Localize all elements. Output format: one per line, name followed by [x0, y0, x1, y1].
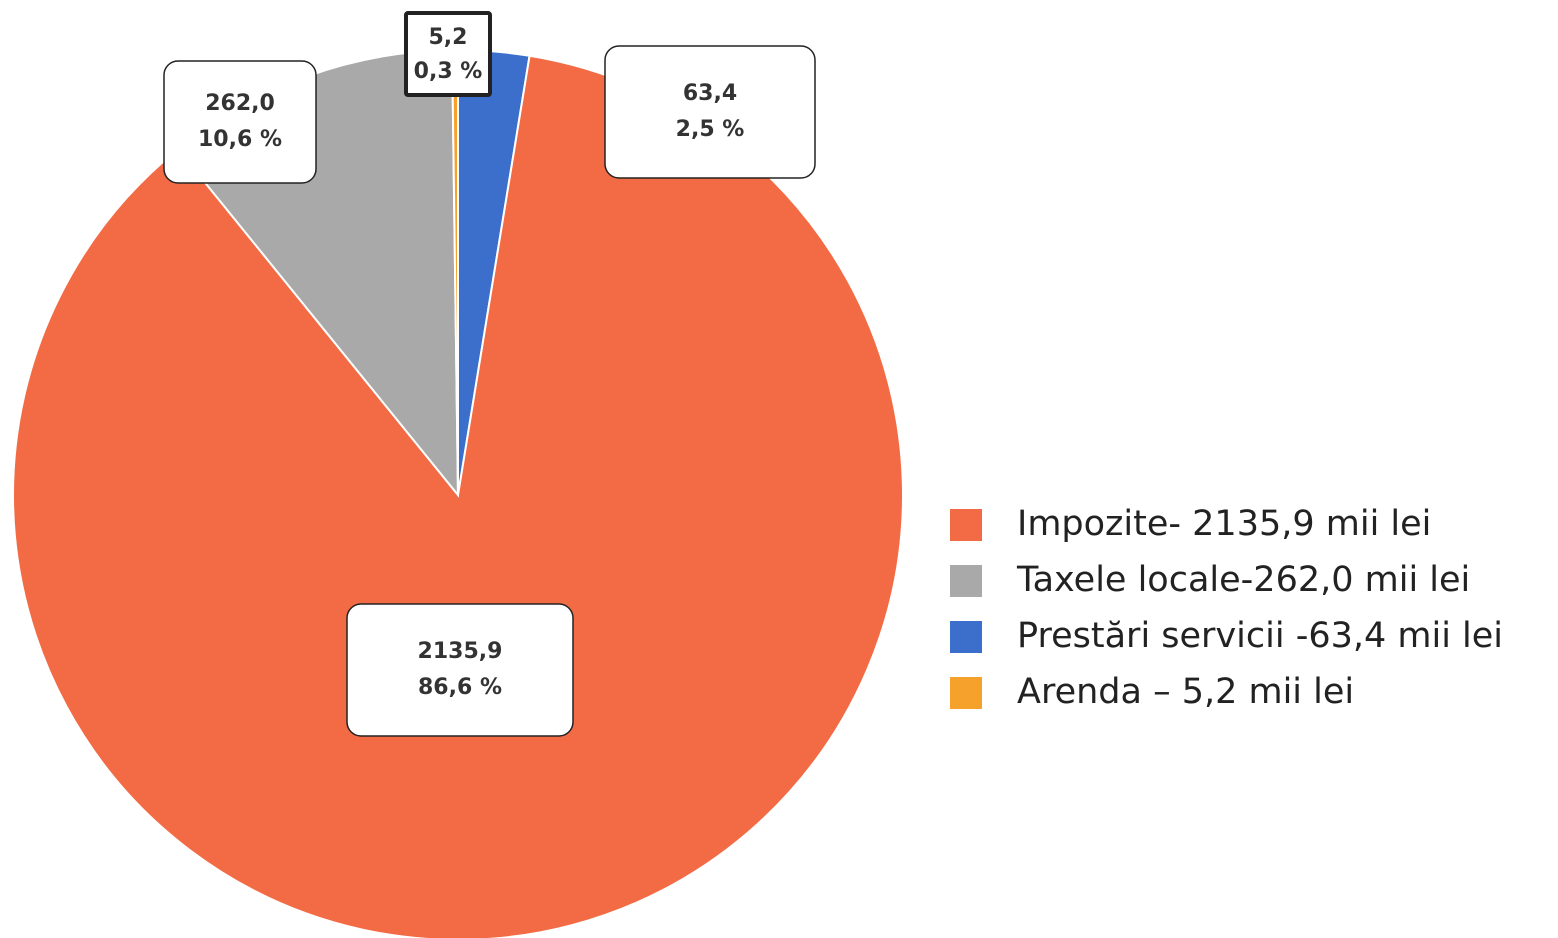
- data-label: 5,2: [429, 25, 468, 50]
- legend-label: Taxele locale-262,0 mii lei: [1016, 560, 1470, 600]
- pie-slice: [12, 54, 904, 938]
- legend-swatch: [950, 509, 982, 541]
- legend-swatch: [950, 677, 982, 709]
- data-label: 63,4: [683, 81, 737, 106]
- legend-label: Arenda – 5,2 mii lei: [1017, 672, 1354, 712]
- data-label: 262,0: [205, 91, 275, 116]
- data-label: 2135,9: [418, 639, 503, 664]
- legend-label: Impozite- 2135,9 mii lei: [1017, 504, 1431, 544]
- data-label: 2,5 %: [676, 117, 745, 142]
- data-label-box: [404, 11, 492, 97]
- data-label: 0,3 %: [414, 59, 483, 84]
- data-label-box: [346, 603, 574, 737]
- data-label: 10,6 %: [198, 127, 282, 152]
- legend-swatch: [950, 565, 982, 597]
- legend-label: Prestări servicii -63,4 mii lei: [1017, 616, 1503, 656]
- data-label: 86,6 %: [418, 675, 502, 700]
- data-label-box: [604, 45, 816, 179]
- data-label-box: [163, 60, 317, 184]
- legend-swatch: [950, 621, 982, 653]
